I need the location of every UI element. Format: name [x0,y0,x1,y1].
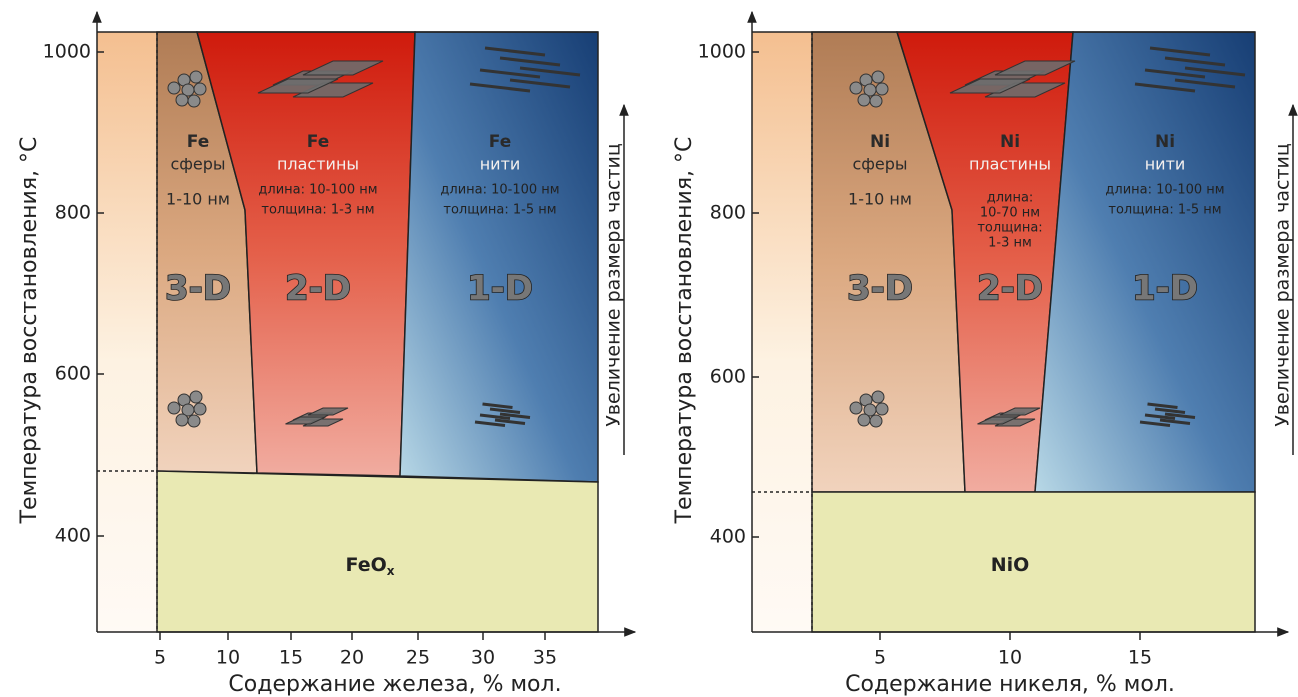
side-label: Увеличение размера частиц [603,143,625,427]
x-tick-label: 10 [216,647,240,669]
region-element: Ni [1000,132,1020,152]
region-1d [400,32,598,482]
oxide-formula: FeO [346,554,387,576]
figure: 1000 800 600 400 5 10 15 20 25 30 35 Температура во… [0,0,1298,697]
region-shape: сферы [170,155,225,174]
region-element: Ni [870,132,890,152]
region-detail: толщина: [977,221,1042,236]
region-dimension: 2-D [977,269,1043,309]
region-detail: 10-70 нм [980,206,1040,221]
particle-sphere [194,83,206,95]
x-tick-label: 15 [279,647,303,669]
particle-sphere [188,415,200,427]
region-shape: пластины [277,155,359,174]
region-oxide [812,492,1255,632]
particle-sphere [870,415,882,427]
region-dimension: 3-D [165,269,231,309]
x-tick-label: 35 [533,647,557,669]
region-shape: нити [1145,155,1186,174]
region-dimension: 2-D [285,269,351,309]
region-element: Ni [1155,132,1175,152]
region-detail: длина: [987,191,1034,206]
region-detail: толщина: 1-5 нм [443,203,556,218]
region-metal-low [752,32,812,632]
region-detail: 1-3 нм [988,236,1032,251]
particle-sphere [168,82,180,94]
y-tick-label: 800 [55,202,91,224]
region-shape: сферы [852,155,907,174]
particle-sphere [176,414,188,426]
side-label: Увеличение размера частиц [1272,143,1294,427]
y-tick-label: 1000 [698,41,746,63]
x-tick-label: 5 [874,647,886,669]
x-axis-label: Содержание никеля, % мол. [845,672,1175,697]
region-detail: 1-10 нм [848,190,912,209]
region-detail: длина: 10-100 нм [440,183,559,198]
particle-sphere [190,71,202,83]
y-tick-label: 400 [710,526,746,548]
region-detail: 1-10 нм [166,190,230,209]
particle-sphere [870,95,882,107]
region-detail: толщина: 1-3 нм [261,203,374,218]
region-dimension: 1-D [467,269,533,309]
region-metal-low [97,32,157,632]
particle-sphere [858,94,870,106]
region-oxide [157,471,598,632]
particle-sphere [850,82,862,94]
particle-sphere [176,94,188,106]
region-detail: длина: 10-100 нм [258,183,377,198]
region-element: Fe [307,132,329,152]
x-tick-label: 25 [406,647,430,669]
oxide-label: NiO [991,554,1030,576]
region-shape: нити [480,155,521,174]
oxide-subscript: x [387,564,395,578]
particle-sphere [858,414,870,426]
y-tick-label: 1000 [43,41,91,63]
x-tick-label: 5 [154,647,166,669]
region-element: Fe [489,132,511,152]
y-tick-label: 800 [710,202,746,224]
x-tick-label: 15 [1128,647,1152,669]
region-dimension: 1-D [1132,269,1198,309]
y-tick-label: 600 [55,363,91,385]
panel: 1000 800 600 400 5 10 15 Температура восстановл… [672,12,1294,697]
particle-sphere [872,71,884,83]
particle-sphere [872,391,884,403]
x-tick-label: 20 [340,647,364,669]
particle-sphere [194,403,206,415]
particle-sphere [190,391,202,403]
region-dimension: 3-D [847,269,913,309]
x-axis-label: Содержание железа, % мол. [228,672,561,697]
y-tick-label: 400 [55,525,91,547]
region-detail: длина: 10-100 нм [1105,183,1224,198]
region-shape: пластины [969,155,1051,174]
region-element: Fe [187,132,209,152]
x-tick-label: 30 [471,647,495,669]
particle-sphere [168,402,180,414]
panel: 1000 800 600 400 5 10 15 20 25 30 35 Температура во… [17,12,635,697]
particle-sphere [876,83,888,95]
oxide-formula: NiO [991,554,1030,576]
particle-sphere [850,402,862,414]
region-detail: толщина: 1-5 нм [1108,203,1221,218]
particle-sphere [876,403,888,415]
particle-sphere [188,95,200,107]
y-tick-label: 600 [710,366,746,388]
y-axis-label: Температура восстановления, °C [17,137,42,525]
x-tick-label: 10 [998,647,1022,669]
y-axis-label: Температура восстановления, °C [672,137,697,525]
